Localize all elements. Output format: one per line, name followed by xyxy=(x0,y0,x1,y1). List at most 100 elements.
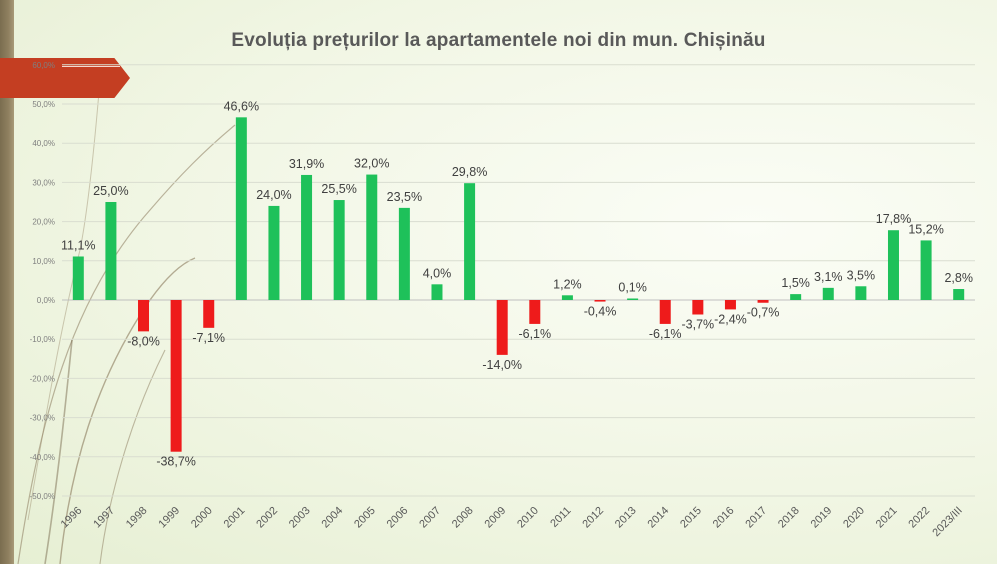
data-label: 32,0% xyxy=(354,157,389,171)
data-labels: 11,1% 25,0% -8,0% -38,7% -7,1% 46,6% 24,0% 31,9… xyxy=(61,99,973,468)
bar xyxy=(170,300,182,452)
y-tick-label: 50,0% xyxy=(32,100,55,109)
x-tick-label: 2007 xyxy=(417,505,443,531)
data-label: 15,2% xyxy=(908,222,943,236)
data-label: 2,8% xyxy=(944,271,973,285)
data-label: 25,5% xyxy=(321,182,356,196)
bars xyxy=(72,117,965,452)
y-axis-tick-labels: 60,0% 50,0% 40,0% 30,0% 20,0% 10,0% 0,0% -10,0%… xyxy=(30,61,55,501)
bar xyxy=(920,240,932,300)
gridlines xyxy=(62,64,975,497)
banner-line-decoration xyxy=(62,66,120,67)
x-tick-label: 2005 xyxy=(352,505,378,531)
x-tick-label: 2001 xyxy=(222,505,248,531)
x-tick-label: 2016 xyxy=(711,505,737,531)
bar xyxy=(561,295,573,300)
x-tick-label: 2020 xyxy=(841,505,867,531)
x-tick-label: 2006 xyxy=(385,505,411,531)
x-tick-label: 2021 xyxy=(874,505,900,531)
bar xyxy=(822,287,834,300)
bar xyxy=(138,300,150,332)
data-label: -2,4% xyxy=(714,312,747,326)
bar xyxy=(464,183,476,300)
data-label: -3,7% xyxy=(682,318,715,332)
x-axis-tick-labels: 1996 1997 1998 1999 2000 2001 2002 2003 2004 2005… xyxy=(59,505,965,539)
bar xyxy=(333,200,345,300)
x-tick-label: 2012 xyxy=(580,505,606,531)
bar xyxy=(268,205,280,300)
data-label: 11,1% xyxy=(61,238,96,252)
data-label: 31,9% xyxy=(289,157,324,171)
x-tick-label: 2013 xyxy=(613,505,639,531)
x-tick-label: 2015 xyxy=(678,505,704,531)
bar xyxy=(366,174,378,300)
bar xyxy=(724,300,736,310)
y-tick-label: -10,0% xyxy=(30,335,55,344)
data-label: 46,6% xyxy=(224,99,259,113)
bar xyxy=(203,300,215,328)
data-label: 1,5% xyxy=(781,276,810,290)
y-tick-label: -40,0% xyxy=(30,453,55,462)
y-tick-label: 20,0% xyxy=(32,218,55,227)
bar xyxy=(757,300,769,303)
bar xyxy=(594,300,606,302)
data-label: 3,1% xyxy=(814,270,843,284)
x-tick-label: 2018 xyxy=(776,505,802,531)
x-tick-label: 2010 xyxy=(515,505,541,531)
bar xyxy=(692,300,704,315)
bar xyxy=(855,286,867,300)
data-label: -38,7% xyxy=(156,455,196,469)
y-tick-label: -50,0% xyxy=(30,492,55,501)
bar xyxy=(627,298,639,300)
chart-title: Evoluția prețurilor la apartamentele noi… xyxy=(231,30,766,51)
x-tick-label: 2004 xyxy=(319,505,345,531)
x-tick-label: 2002 xyxy=(254,505,280,531)
left-decorative-strip xyxy=(0,0,14,564)
data-label: -0,4% xyxy=(584,305,617,319)
bar xyxy=(235,117,247,300)
bar xyxy=(659,300,671,324)
x-tick-label: 2017 xyxy=(743,505,769,531)
bar xyxy=(105,202,117,300)
bar xyxy=(431,284,443,300)
y-tick-label: 30,0% xyxy=(32,178,55,187)
x-tick-label: 1996 xyxy=(59,505,85,531)
data-label: 29,8% xyxy=(452,165,487,179)
data-label: 3,5% xyxy=(847,268,876,282)
data-label: 17,8% xyxy=(876,212,911,226)
y-tick-label: -20,0% xyxy=(30,374,55,383)
bar xyxy=(72,256,84,300)
x-tick-label: 2011 xyxy=(548,505,573,530)
bar xyxy=(887,230,899,300)
data-label: -7,1% xyxy=(192,331,225,345)
data-label: 0,1% xyxy=(618,281,647,295)
x-tick-label: 2000 xyxy=(189,505,215,531)
data-label: 23,5% xyxy=(387,190,422,204)
data-label: -8,0% xyxy=(127,334,160,348)
bar xyxy=(398,207,410,300)
x-tick-label: 2003 xyxy=(287,505,313,531)
x-tick-label: 1998 xyxy=(124,505,150,531)
x-tick-label: 1999 xyxy=(156,505,182,531)
data-label: -14,0% xyxy=(482,358,522,372)
y-tick-label: 0,0% xyxy=(37,296,55,305)
x-tick-label: 2023/III xyxy=(930,505,964,539)
bar xyxy=(953,289,965,300)
x-tick-label: 2009 xyxy=(483,505,509,531)
y-tick-label: -30,0% xyxy=(30,414,55,423)
x-tick-label: 1997 xyxy=(91,505,117,531)
y-tick-label: 60,0% xyxy=(32,61,55,70)
bar xyxy=(496,300,508,355)
data-label: -6,1% xyxy=(649,327,682,341)
data-label: -0,7% xyxy=(747,306,780,320)
x-tick-label: 2008 xyxy=(450,505,476,531)
bar xyxy=(529,300,541,324)
x-tick-label: 2014 xyxy=(646,505,672,531)
y-tick-label: 10,0% xyxy=(32,257,55,266)
x-tick-label: 2019 xyxy=(809,505,835,531)
y-tick-label: 40,0% xyxy=(32,139,55,148)
data-label: 25,0% xyxy=(93,184,128,198)
bar xyxy=(790,294,802,300)
x-tick-label: 2022 xyxy=(906,505,932,531)
